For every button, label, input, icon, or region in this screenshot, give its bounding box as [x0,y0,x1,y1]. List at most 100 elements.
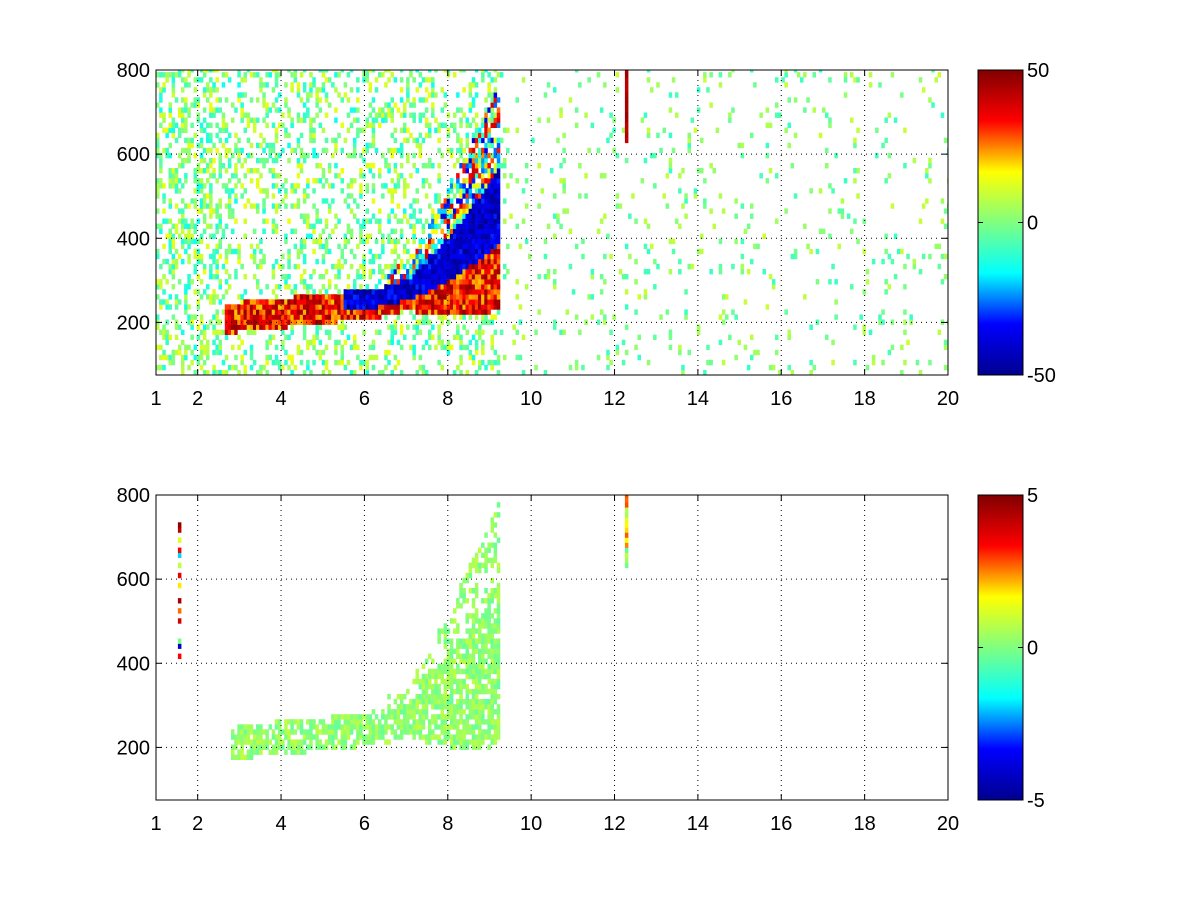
heatmap-cell [406,87,410,93]
heatmap-cell [403,279,407,285]
heatmap-cell [340,309,344,315]
heatmap-cell [187,152,191,159]
heatmap-cell [478,668,482,675]
heatmap-cell [221,72,226,78]
heatmap-cell [481,253,485,260]
heatmap-cell [424,193,429,199]
colorbar-gradient [977,494,1024,801]
heatmap-cell [496,567,501,574]
heatmap-cell [462,168,466,174]
heatmap-cell [337,324,341,330]
heatmap-cell [340,359,344,366]
heatmap-cell [746,223,751,229]
heatmap-cell [656,82,660,88]
heatmap-cell [324,198,329,204]
heatmap-cell [331,152,335,159]
heatmap-cell [481,228,485,234]
heatmap-cell [287,284,291,290]
heatmap-cell [609,359,613,366]
heatmap-cell [443,344,448,351]
heatmap-cell [227,163,232,169]
heatmap-cell [246,137,251,144]
x-tick-label: 8 [442,813,453,835]
heatmap-cell [249,349,254,356]
heatmap-cell [324,304,329,310]
heatmap-cell [624,557,629,564]
heatmap-cell [850,117,854,123]
heatmap-cell [315,218,319,224]
heatmap-cell [687,132,691,139]
heatmap-cell [431,699,435,705]
heatmap-cell [421,673,426,680]
heatmap-cell [443,688,448,695]
heatmap-cell [368,82,373,88]
heatmap-cell [456,294,460,300]
heatmap-cell [246,309,251,315]
heatmap-cell [453,668,457,675]
heatmap-cell [793,132,798,139]
heatmap-cell [174,299,179,305]
x-tick-label: 16 [770,813,792,835]
heatmap-cell [925,198,929,204]
heatmap-cell [481,258,485,265]
heatmap-cell [440,279,444,285]
heatmap-cell [553,279,557,285]
heatmap-cell [287,364,291,371]
heatmap-cell [418,724,423,730]
heatmap-cell [387,168,391,174]
heatmap-cell [227,329,232,335]
heatmap-cell [262,304,266,310]
heatmap-cell [346,284,351,290]
heatmap-cell [312,188,316,194]
heatmap-cell [446,228,451,234]
heatmap-cell [437,704,441,710]
heatmap-cell [828,77,832,83]
heatmap-cell [312,309,316,315]
heatmap-cell [284,349,288,356]
heatmap-cell [471,102,476,108]
heatmap-cell [484,623,488,629]
heatmap-cell [484,557,488,564]
heatmap-cell [537,163,541,169]
heatmap-cell [490,77,494,83]
heatmap-cell [206,284,210,290]
heatmap-cell [481,279,485,285]
heatmap-cell [249,354,254,361]
heatmap-cell [434,269,438,275]
heatmap-cell [371,183,376,189]
heatmap-cell [784,82,788,88]
heatmap-cell [453,208,457,214]
heatmap-cell [471,613,476,619]
heatmap-cell [331,714,335,720]
heatmap-cell [315,294,319,300]
heatmap-cell [465,122,469,128]
heatmap-cell [218,319,222,325]
heatmap-cell [199,152,204,159]
heatmap-cell [443,299,448,305]
heatmap-cell [271,729,276,735]
heatmap-cell [446,258,451,265]
heatmap-cell [331,734,335,740]
heatmap-cell [346,334,351,340]
x-tick-label: 6 [359,813,370,835]
heatmap-cell [440,729,444,735]
heatmap-cell [462,193,466,199]
heatmap-cell [484,117,488,123]
heatmap-cell [453,724,457,730]
heatmap-cell [662,127,666,133]
heatmap-cell [446,349,451,356]
heatmap-cell [353,117,357,123]
heatmap-cell [271,168,276,174]
heatmap-cell [177,562,182,569]
heatmap-cell [399,274,404,280]
heatmap-cell [415,269,419,275]
heatmap-cell [462,299,466,305]
heatmap-cell [437,289,441,295]
heatmap-cell [390,263,394,270]
heatmap-cell [193,354,197,361]
heatmap-cell [243,309,247,315]
heatmap-cell [740,142,745,149]
heatmap-cell [337,339,341,346]
heatmap-cell [293,729,298,735]
heatmap-cell [668,132,673,139]
